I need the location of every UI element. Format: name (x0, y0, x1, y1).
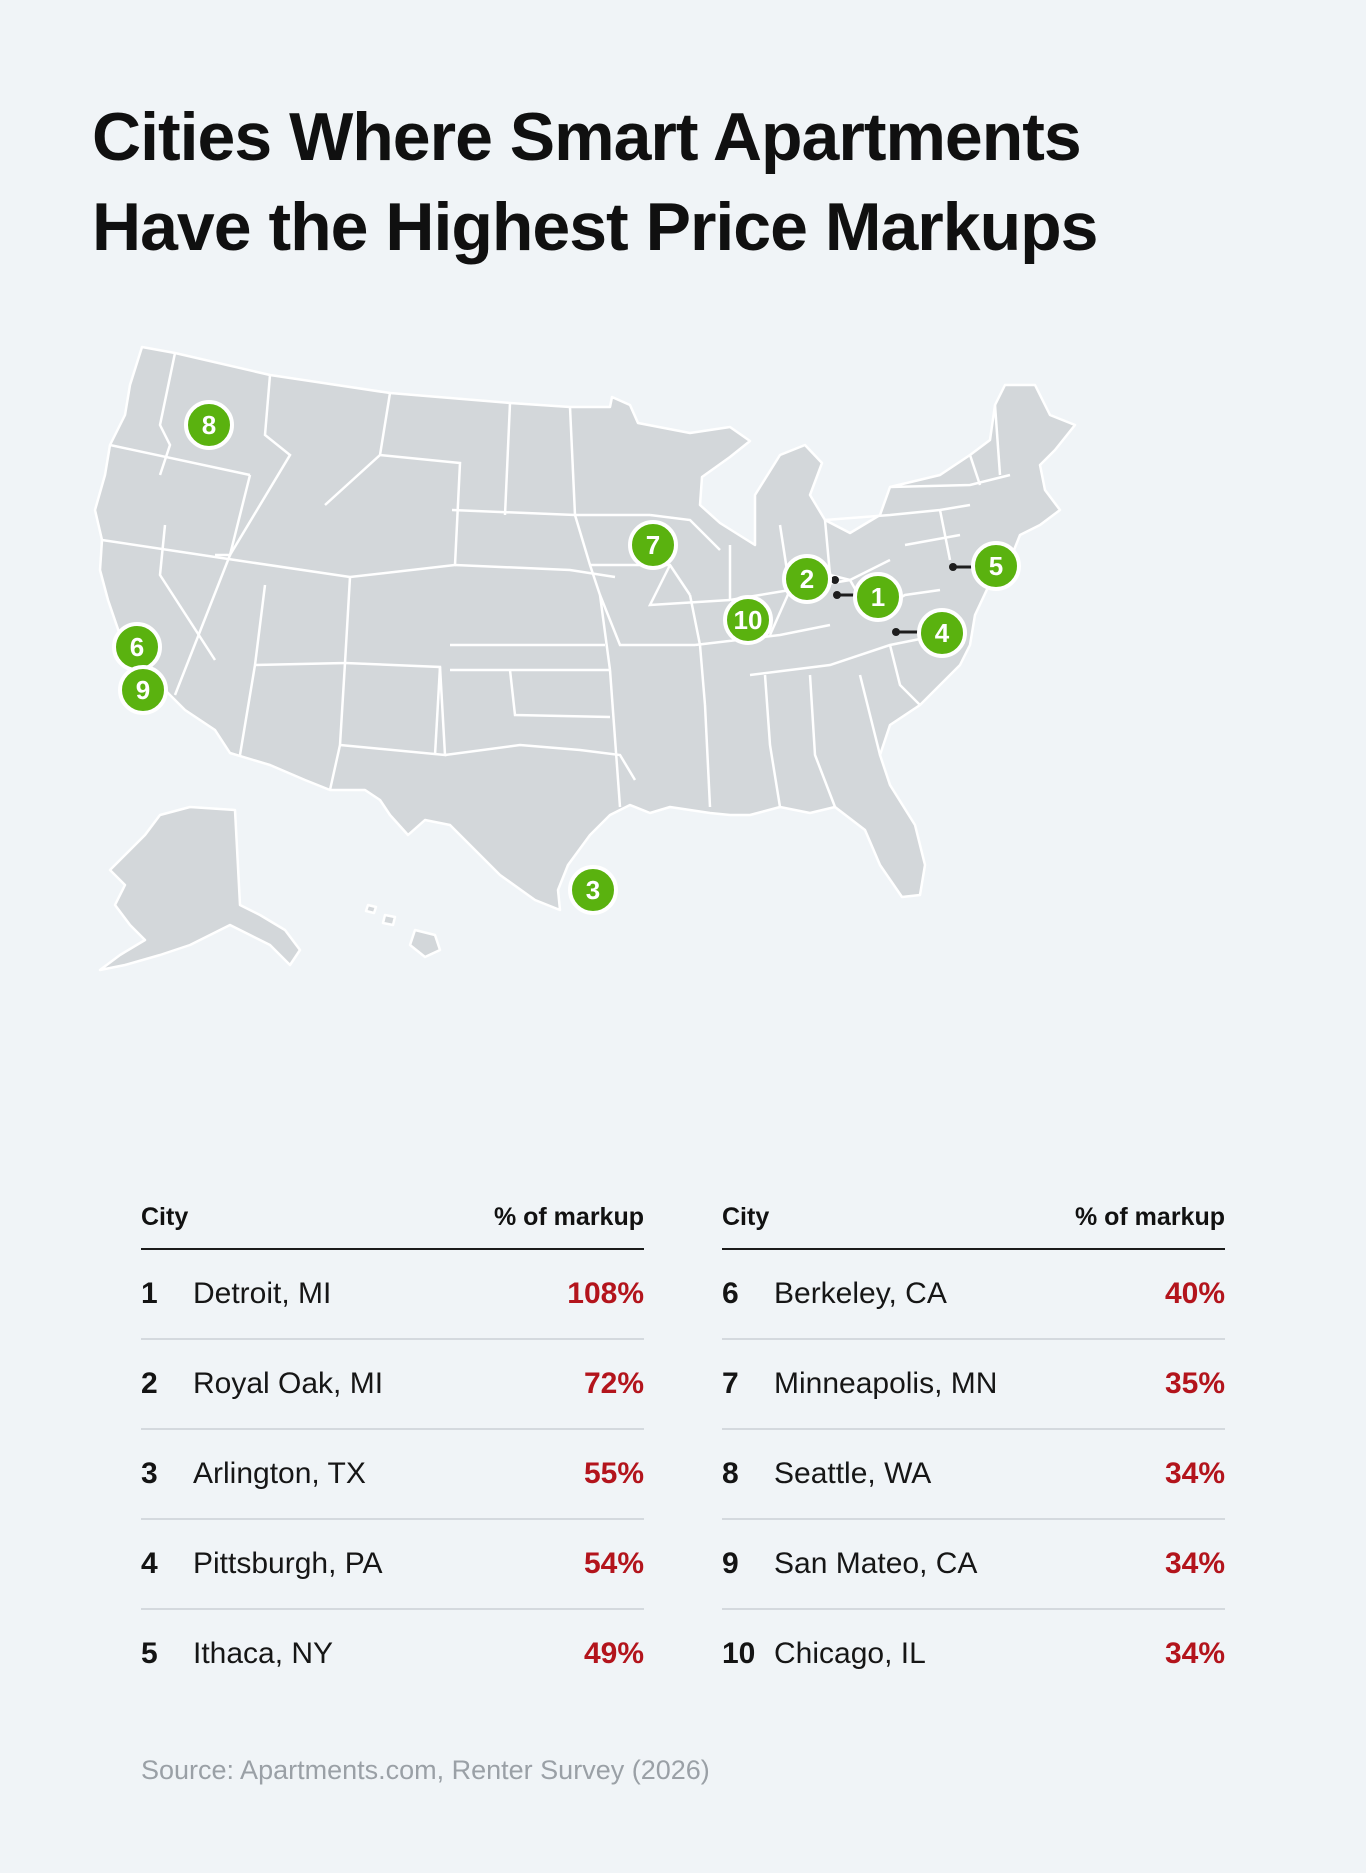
table-row: 4 Pittsburgh, PA 54% (141, 1520, 644, 1610)
pin-label-3: 3 (586, 875, 600, 905)
pin-label-10: 10 (734, 605, 763, 635)
table-header: City % of markup (722, 1190, 1225, 1250)
city-name: Arlington, TX (193, 1457, 366, 1490)
rank-number: 6 (722, 1277, 739, 1310)
col-markup-header: % of markup (493, 1202, 644, 1231)
markup-value: 55% (583, 1457, 644, 1490)
title-line-1: Cities Where Smart Apartments (92, 99, 1082, 175)
map-pin-7[interactable]: 7 (628, 520, 678, 570)
markup-value: 34% (1164, 1547, 1225, 1580)
city-name: Detroit, MI (193, 1277, 332, 1310)
hawaii-shape (408, 928, 442, 959)
rank-number: 10 (722, 1637, 756, 1670)
pin-label-2: 2 (800, 564, 814, 594)
map-pin-1[interactable]: 1 (853, 572, 903, 622)
map-pin-8[interactable]: 8 (184, 400, 234, 450)
state-borders (101, 352, 1011, 808)
source-note: Source: Apartments.com, Renter Survey (2… (141, 1755, 710, 1785)
city-name: Berkeley, CA (774, 1277, 947, 1310)
city-name: San Mateo, CA (774, 1547, 978, 1580)
map-pin-10[interactable]: 10 (723, 595, 773, 645)
alaska-shape (98, 805, 302, 972)
leader-dot-4 (892, 628, 900, 636)
markup-value: 40% (1164, 1277, 1225, 1310)
col-city-header: City (141, 1202, 189, 1231)
leader-dot-5 (949, 563, 957, 571)
leader-dot-2 (831, 576, 839, 584)
us-map-svg: 1 2 3 4 5 6 7 8 9 10 (93, 345, 1077, 972)
table-row: 5 Ithaca, NY 49% (141, 1610, 644, 1698)
rank-number: 8 (722, 1457, 739, 1490)
markup-value: 72% (583, 1367, 644, 1400)
pin-label-8: 8 (202, 410, 216, 440)
pin-label-4: 4 (935, 618, 950, 648)
table-row: 9 San Mateo, CA 34% (722, 1520, 1225, 1610)
markup-value: 35% (1164, 1367, 1225, 1400)
city-name: Seattle, WA (774, 1457, 932, 1490)
pin-label-5: 5 (989, 551, 1003, 581)
table-row: 2 Royal Oak, MI 72% (141, 1340, 644, 1430)
table-row: 6 Berkeley, CA 40% (722, 1250, 1225, 1340)
pin-label-6: 6 (130, 632, 144, 662)
rank-number: 7 (722, 1367, 739, 1400)
city-name: Pittsburgh, PA (193, 1547, 383, 1580)
city-name: Minneapolis, MN (774, 1367, 998, 1400)
map-pin-9[interactable]: 9 (118, 665, 168, 715)
hawaii-island-3 (364, 903, 378, 915)
pin-label-1: 1 (871, 582, 885, 612)
title-line-2: Have the Highest Price Markups (92, 189, 1098, 265)
map-land (93, 345, 1077, 972)
pin-label-7: 7 (646, 530, 660, 560)
table-row: 3 Arlington, TX 55% (141, 1430, 644, 1520)
map-pin-6[interactable]: 6 (112, 622, 162, 672)
map-pin-2[interactable]: 2 (782, 554, 832, 604)
rank-number: 2 (141, 1367, 158, 1400)
col-markup-header: % of markup (1074, 1202, 1225, 1231)
markup-value: 34% (1164, 1637, 1225, 1670)
rank-number: 1 (141, 1277, 158, 1310)
map-pin-3[interactable]: 3 (568, 865, 618, 915)
markup-value: 49% (583, 1637, 644, 1670)
leader-dot-1 (833, 591, 841, 599)
table-row: 7 Minneapolis, MN 35% (722, 1340, 1225, 1430)
rank-number: 4 (141, 1547, 158, 1580)
table-header: City % of markup (141, 1190, 644, 1250)
markup-value: 54% (583, 1547, 644, 1580)
hawaii-island-2 (381, 913, 397, 927)
map-pin-5[interactable]: 5 (971, 541, 1021, 591)
markup-value: 108% (567, 1277, 644, 1310)
city-name: Royal Oak, MI (193, 1367, 384, 1400)
table-row: 10 Chicago, IL 34% (722, 1610, 1225, 1698)
rank-number: 9 (722, 1547, 739, 1580)
city-name: Ithaca, NY (193, 1637, 334, 1670)
page-title: Cities Where Smart Apartments Have the H… (92, 92, 1242, 272)
map-pin-4[interactable]: 4 (917, 608, 967, 658)
us-map: 1 2 3 4 5 6 7 8 9 10 (90, 345, 1280, 1115)
col-city-header: City (722, 1202, 770, 1231)
rank-number: 5 (141, 1637, 158, 1670)
rankings-table-right: City % of markup 6 Berkeley, CA 40% 7 Minnea… (722, 1190, 1225, 1698)
pin-label-9: 9 (136, 675, 150, 705)
city-name: Chicago, IL (774, 1637, 926, 1670)
markup-value: 34% (1164, 1457, 1225, 1490)
table-row: 1 Detroit, MI 108% (141, 1250, 644, 1340)
table-row: 8 Seattle, WA 34% (722, 1430, 1225, 1520)
rank-number: 3 (141, 1457, 158, 1490)
contiguous-us-shape (93, 345, 1077, 912)
rankings-table-left: City % of markup 1 Detroit, MI 108% 2 Royal … (141, 1190, 644, 1698)
